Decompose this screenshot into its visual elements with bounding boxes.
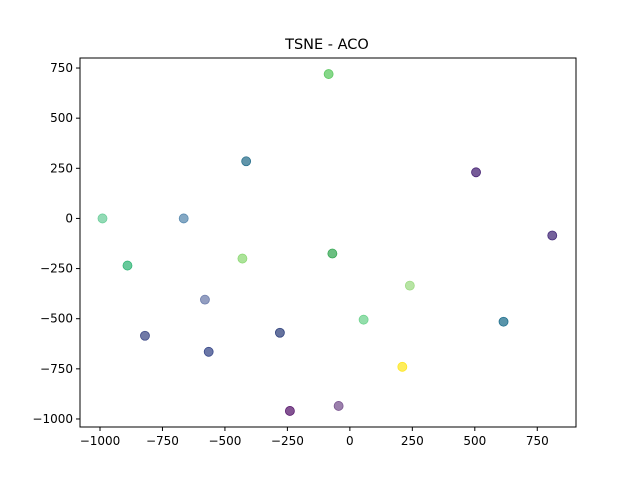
scatter-point-13 [140,330,150,341]
y-tick-label: 250 [50,161,73,175]
x-tick-label: 250 [401,434,424,448]
chart-title: TSNE - ACO [284,37,369,53]
x-tick-label: 0 [346,434,354,448]
y-tick-label: −750 [40,362,73,376]
scatter-point-14 [274,327,285,338]
y-tick-label: −500 [40,312,73,326]
y-tick-label: −250 [40,262,73,276]
scatter-point-1 [241,156,252,167]
scatter-point-7 [237,253,248,264]
scatter-point-9 [404,280,415,291]
plot-frame [79,57,577,428]
scatter-point-11 [358,314,369,325]
x-tick-label: −250 [271,434,304,448]
y-tick-label: 500 [50,111,73,125]
scatter-point-5 [547,230,558,241]
y-tick-label: 750 [50,61,73,75]
y-axis: −1000 −750 −500 −250 0 250 500 750 [32,61,80,426]
x-tick-label: 500 [463,434,486,448]
scatter-point-8 [327,248,338,259]
scatter-point-15 [203,346,214,357]
scatter-point-12 [498,316,509,327]
scatter-point-3 [97,213,108,224]
scatter-point-16 [397,361,408,372]
y-tick-label: −1000 [32,412,73,426]
scatter-point-18 [333,401,344,411]
scatter-point-0 [323,69,334,79]
x-axis: −1000 −750 −500 −250 0 250 500 750 [80,427,549,448]
x-tick-label: 750 [526,434,549,448]
y-tick-label: 0 [65,211,73,225]
x-tick-label: −500 [208,434,241,448]
scatter-point-4 [178,213,189,224]
scatter-point-2 [471,167,481,178]
scatter-point-10 [200,294,210,305]
x-tick-label: −750 [146,434,179,448]
x-tick-label: −1000 [80,434,121,448]
scatter-point-17 [284,406,295,416]
scatter-point-6 [122,260,133,271]
points-layer [97,69,558,416]
